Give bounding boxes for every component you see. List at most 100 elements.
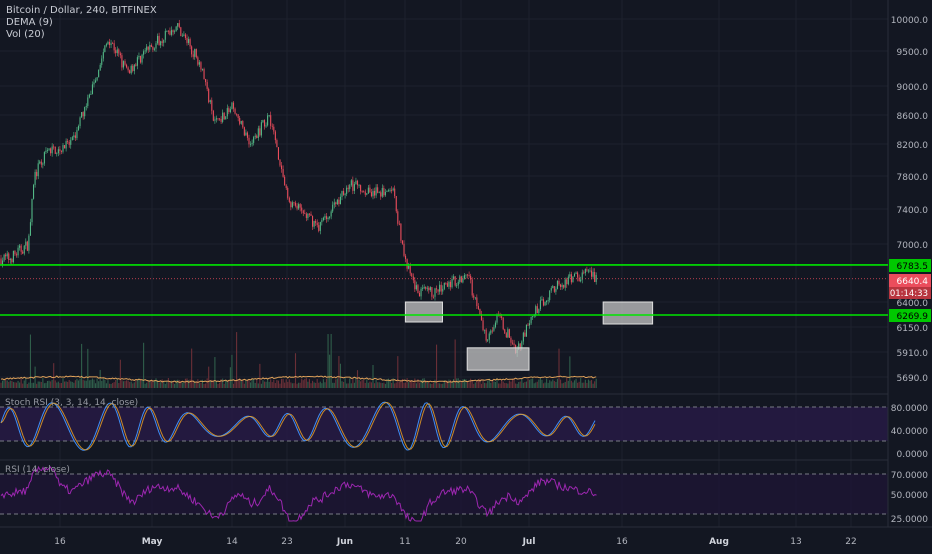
- volume-bar: [304, 378, 306, 388]
- volume-bar: [358, 379, 360, 388]
- volume-bar: [518, 382, 520, 388]
- volume-bar: [505, 383, 507, 388]
- candle-body: [170, 30, 173, 35]
- rsi-label[interactable]: RSI (14, close): [5, 465, 70, 475]
- volume-bar: [45, 382, 47, 388]
- volume-bar: [203, 383, 205, 388]
- candle-body: [288, 197, 290, 202]
- time-tick: 13: [790, 537, 801, 547]
- volume-bar: [401, 378, 403, 388]
- volume-bar: [460, 382, 462, 388]
- volume-bar: [256, 378, 258, 388]
- stoch-rsi-label[interactable]: Stoch RSI (3, 3, 14, 14, close): [5, 398, 139, 408]
- candle-body: [243, 127, 245, 136]
- stoch-tick: 0.0000: [897, 450, 929, 460]
- volume-bar: [23, 380, 25, 388]
- volume-bar: [372, 364, 374, 388]
- volume-bar: [513, 379, 515, 388]
- candle-body: [130, 65, 132, 74]
- candle-body: [93, 82, 95, 85]
- candle-body: [203, 69, 205, 80]
- highlight-zone[interactable]: [466, 347, 530, 371]
- volume-bar: [440, 383, 442, 388]
- volume-bar: [215, 381, 217, 388]
- volume-bar: [308, 379, 310, 388]
- candle-body: [180, 27, 182, 37]
- candle-body: [263, 120, 266, 127]
- volume-bar: [560, 379, 562, 388]
- volume-bar: [394, 383, 396, 388]
- volume-bar: [250, 382, 252, 388]
- volume-bar: [405, 382, 407, 388]
- volume-bar: [587, 379, 589, 388]
- volume-bar: [575, 378, 577, 388]
- volume-bar: [138, 378, 140, 388]
- candle-body: [432, 296, 434, 298]
- volume-bar: [107, 380, 109, 388]
- volume-bar: [339, 363, 341, 388]
- volume-bar: [90, 379, 92, 388]
- countdown-badge: [889, 287, 931, 299]
- volume-bar: [408, 382, 410, 388]
- volume-bar: [88, 380, 90, 388]
- volume-bar: [555, 381, 557, 388]
- volume-bar: [56, 382, 58, 388]
- time-axis[interactable]: 16 May 14 23 Jun 11 20 Jul 16 Aug 13 22: [54, 537, 856, 547]
- volume-bar: [291, 383, 293, 388]
- dema-legend[interactable]: DEMA (9): [6, 17, 53, 28]
- candle-body: [552, 286, 554, 289]
- volume-bar: [242, 380, 244, 388]
- candle-body: [205, 79, 207, 83]
- candle-body: [589, 270, 591, 272]
- volume-bar: [222, 378, 224, 388]
- volume-bar: [149, 380, 151, 388]
- volume-bar: [195, 381, 197, 388]
- candle-body: [546, 300, 548, 303]
- volume-bar: [108, 383, 111, 388]
- candle-body: [26, 241, 28, 251]
- volume-bar: [206, 378, 208, 388]
- price-tick: 5690.0: [897, 374, 929, 384]
- volume-bar: [43, 383, 45, 388]
- volume-bar: [121, 380, 123, 388]
- price-axis[interactable]: 10000.0 9500.0 9000.0 8600.0 8200.0 7800…: [891, 16, 928, 384]
- stoch-axis[interactable]: 80.0000 40.0000 0.0000: [891, 404, 928, 460]
- candle-body: [361, 191, 363, 193]
- volume-bar: [133, 382, 135, 388]
- candle-body: [95, 80, 97, 83]
- volume-bar: [115, 379, 117, 388]
- candle-body: [110, 43, 112, 46]
- candle-body: [425, 286, 427, 289]
- volume-bar: [48, 380, 50, 388]
- volume-bar: [170, 380, 173, 388]
- volume-bar: [246, 380, 248, 388]
- volume-bar: [386, 379, 388, 388]
- volume-bar: [563, 382, 565, 388]
- candle-body: [332, 204, 334, 212]
- candle-body: [428, 287, 430, 291]
- volume-legend[interactable]: Vol (20): [6, 29, 45, 40]
- candle-body: [51, 146, 53, 154]
- stoch-tick: 40.0000: [891, 427, 928, 437]
- highlight-zone[interactable]: [602, 301, 654, 325]
- candle-body: [341, 191, 343, 197]
- symbol-title[interactable]: Bitcoin / Dollar, 240, BITFINEX: [6, 5, 157, 16]
- candle-body: [358, 185, 360, 186]
- volume-bar: [519, 381, 521, 388]
- candle-body: [222, 112, 224, 122]
- candle-body: [81, 112, 83, 118]
- candle-body: [113, 43, 115, 51]
- rsi-tick: 50.0000: [891, 491, 928, 501]
- volume-bar: [515, 383, 517, 388]
- highlight-zone[interactable]: [404, 301, 443, 323]
- volume-bar: [236, 332, 238, 388]
- volume-bar: [456, 378, 458, 388]
- rsi-axis[interactable]: 70.0000 50.0000 25.0000: [891, 471, 928, 525]
- volume-bar: [539, 378, 541, 388]
- volume-bar: [169, 381, 171, 388]
- volume-bar: [160, 382, 162, 388]
- candle-body: [575, 272, 577, 274]
- candle-body: [370, 192, 372, 197]
- volume-bar: [96, 378, 98, 388]
